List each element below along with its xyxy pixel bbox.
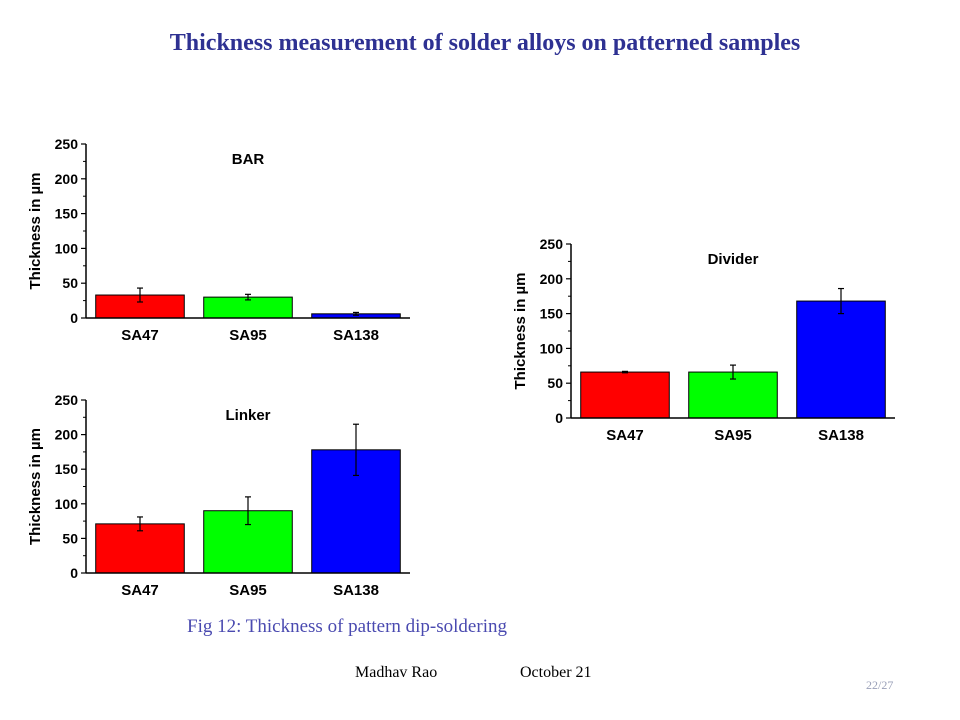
y-axis-label: Thickness in µm [27, 428, 44, 545]
y-tick-label: 50 [62, 275, 78, 291]
y-tick-label: 50 [62, 530, 78, 546]
divider-chart: SA47 SA95 SA138 0 50 100 150 200 250 Divider Thick… [512, 236, 895, 443]
y-tick-label: 0 [70, 565, 78, 581]
y-axis-label: Thickness in µm [27, 172, 44, 289]
category-label: SA138 [333, 327, 379, 344]
category-label: SA95 [229, 327, 267, 344]
linker-chart: SA47 SA95 SA138 0 50 100 150 200 250 Linker Thickn… [27, 392, 410, 599]
category-label: SA47 [121, 327, 159, 344]
y-tick-label: 150 [55, 206, 79, 222]
bar-sa138 [796, 300, 886, 419]
category-label: SA95 [229, 582, 267, 599]
y-tick-label: 150 [540, 306, 564, 322]
bar-sa95 [688, 371, 778, 419]
y-tick-label: 200 [55, 171, 79, 187]
chart-title: BAR [232, 151, 265, 168]
y-tick-label: 100 [540, 340, 564, 356]
y-tick-label: 250 [55, 392, 79, 408]
y-axis-label: Thickness in µm [512, 272, 529, 389]
category-label: SA47 [606, 427, 644, 443]
page-number: 22/27 [866, 678, 894, 692]
y-tick-label: 50 [547, 375, 563, 391]
figure-caption: Fig 12: Thickness of pattern dip-solderi… [187, 616, 507, 637]
bar-chart: SA47 SA95 SA138 0 50 100 150 200 250 BAR Thickness… [27, 136, 410, 344]
category-label: SA95 [714, 427, 752, 443]
chart-title: Divider [708, 251, 759, 268]
y-tick-label: 150 [55, 461, 79, 477]
footer-date: October 21 [520, 664, 592, 681]
y-tick-label: 0 [70, 310, 78, 326]
y-tick-label: 0 [555, 410, 563, 426]
category-label: SA47 [121, 582, 159, 599]
y-tick-label: 100 [55, 240, 79, 256]
y-tick-label: 250 [540, 236, 564, 252]
bar-sa47 [580, 371, 670, 419]
y-tick-label: 100 [55, 496, 79, 512]
category-label: SA138 [333, 582, 379, 599]
y-tick-label: 200 [55, 427, 79, 443]
slide-title: Thickness measurement of solder alloys o… [169, 30, 801, 56]
category-label: SA138 [818, 427, 864, 443]
footer-author: Madhav Rao [355, 664, 438, 681]
chart-title: Linker [225, 407, 270, 424]
y-tick-label: 250 [55, 136, 79, 152]
y-tick-label: 200 [540, 271, 564, 287]
